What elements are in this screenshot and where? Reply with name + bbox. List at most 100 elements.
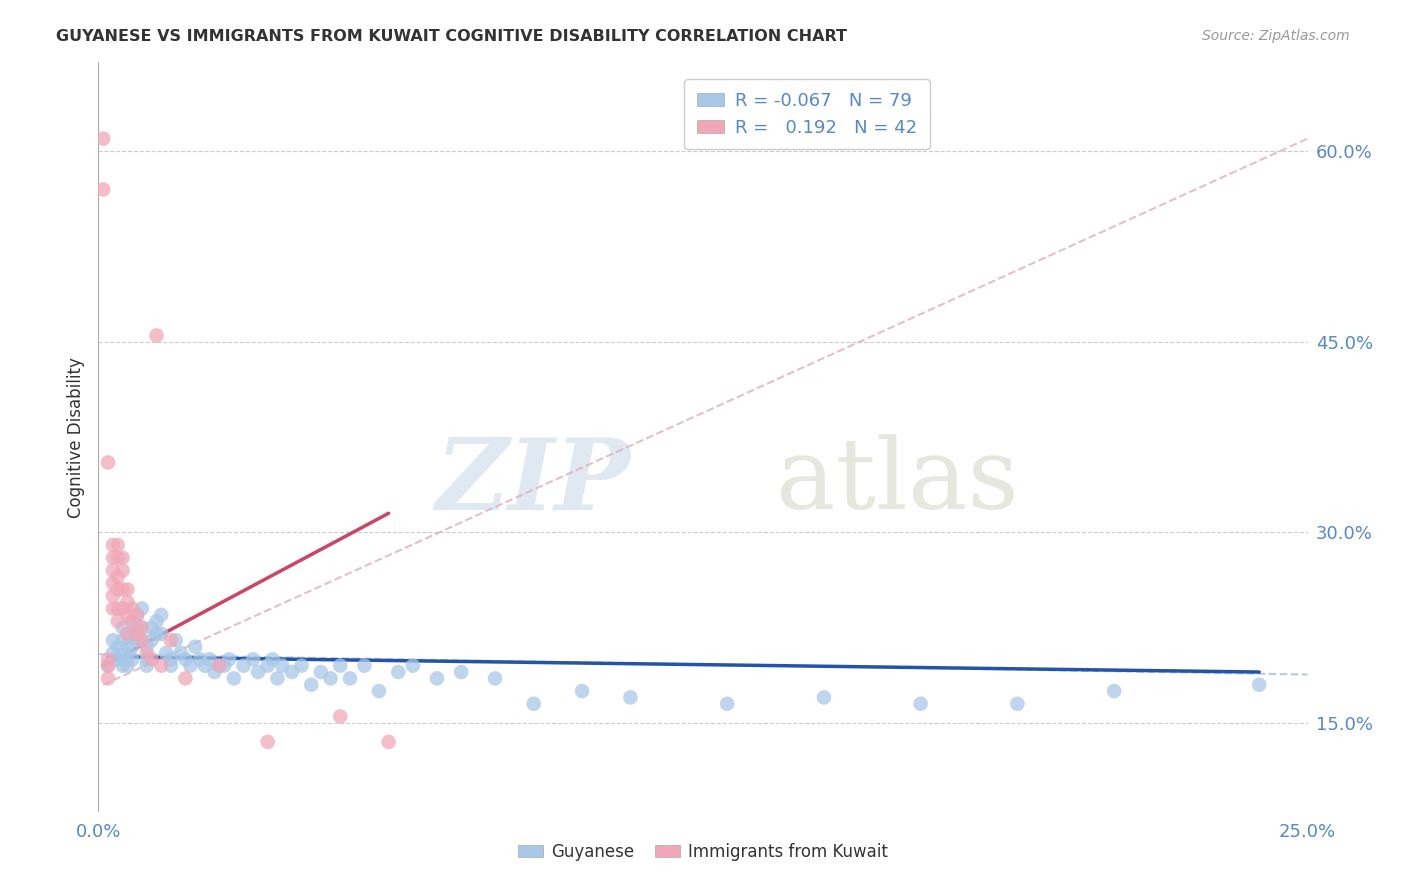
Point — [299, 678, 322, 692]
Point — [91, 131, 114, 145]
Point — [218, 652, 240, 666]
Point — [145, 328, 167, 343]
Point — [111, 601, 134, 615]
Point — [184, 640, 207, 654]
Y-axis label: Cognitive Disability: Cognitive Disability — [66, 357, 84, 517]
Point — [111, 633, 134, 648]
Point — [194, 658, 217, 673]
Point — [101, 633, 124, 648]
Point — [910, 697, 932, 711]
Point — [101, 538, 124, 552]
Point — [262, 652, 284, 666]
Point — [97, 652, 120, 666]
Point — [174, 652, 197, 666]
Point — [145, 614, 167, 628]
Point — [107, 582, 129, 597]
Point — [131, 621, 153, 635]
Point — [107, 538, 129, 552]
Point — [208, 658, 231, 673]
Point — [271, 658, 294, 673]
Point — [813, 690, 835, 705]
Point — [111, 563, 134, 577]
Point — [426, 672, 449, 686]
Point — [135, 658, 157, 673]
Point — [571, 684, 593, 698]
Point — [101, 601, 124, 615]
Point — [523, 697, 546, 711]
Point — [131, 621, 153, 635]
Point — [160, 652, 183, 666]
Point — [101, 550, 124, 565]
Point — [169, 646, 191, 660]
Point — [107, 614, 129, 628]
Point — [179, 658, 201, 673]
Point — [484, 672, 506, 686]
Point — [222, 672, 245, 686]
Point — [117, 658, 139, 673]
Point — [97, 658, 120, 673]
Point — [1102, 684, 1125, 698]
Point — [1007, 697, 1029, 711]
Point — [160, 658, 183, 673]
Legend: R = -0.067   N = 79, R =   0.192   N = 42: R = -0.067 N = 79, R = 0.192 N = 42 — [685, 79, 929, 149]
Point — [111, 646, 134, 660]
Point — [97, 672, 120, 686]
Point — [281, 665, 304, 679]
Point — [329, 709, 352, 723]
Point — [117, 652, 139, 666]
Point — [232, 658, 254, 673]
Point — [150, 607, 173, 622]
Point — [117, 607, 139, 622]
Point — [107, 570, 129, 584]
Point — [107, 652, 129, 666]
Text: atlas: atlas — [776, 434, 1018, 530]
Point — [150, 627, 173, 641]
Point — [91, 182, 114, 196]
Point — [135, 640, 157, 654]
Point — [131, 633, 153, 648]
Point — [160, 633, 183, 648]
Point — [97, 455, 120, 469]
Point — [111, 621, 134, 635]
Point — [135, 652, 157, 666]
Point — [111, 652, 134, 666]
Point — [150, 658, 173, 673]
Point — [117, 627, 139, 641]
Point — [256, 735, 278, 749]
Point — [121, 640, 143, 654]
Point — [101, 563, 124, 577]
Point — [266, 672, 288, 686]
Point — [339, 672, 361, 686]
Text: GUYANESE VS IMMIGRANTS FROM KUWAIT COGNITIVE DISABILITY CORRELATION CHART: GUYANESE VS IMMIGRANTS FROM KUWAIT COGNI… — [56, 29, 848, 45]
Point — [121, 652, 143, 666]
Point — [127, 621, 149, 635]
Point — [212, 658, 235, 673]
Point — [204, 665, 226, 679]
Point — [309, 665, 332, 679]
Point — [111, 550, 134, 565]
Point — [101, 589, 124, 603]
Point — [127, 633, 149, 648]
Point — [1249, 678, 1271, 692]
Point — [111, 658, 134, 673]
Point — [256, 658, 278, 673]
Point — [377, 735, 399, 749]
Point — [619, 690, 641, 705]
Point — [117, 595, 139, 609]
Point — [353, 658, 375, 673]
Point — [121, 601, 143, 615]
Point — [290, 658, 312, 673]
Point — [188, 652, 211, 666]
Point — [107, 601, 129, 615]
Point — [716, 697, 738, 711]
Point — [165, 633, 187, 648]
Point — [131, 633, 153, 648]
Point — [198, 652, 221, 666]
Point — [155, 646, 177, 660]
Point — [145, 627, 167, 641]
Point — [242, 652, 264, 666]
Legend: Guyanese, Immigrants from Kuwait: Guyanese, Immigrants from Kuwait — [512, 837, 894, 868]
Point — [141, 633, 163, 648]
Point — [107, 550, 129, 565]
Point — [247, 665, 270, 679]
